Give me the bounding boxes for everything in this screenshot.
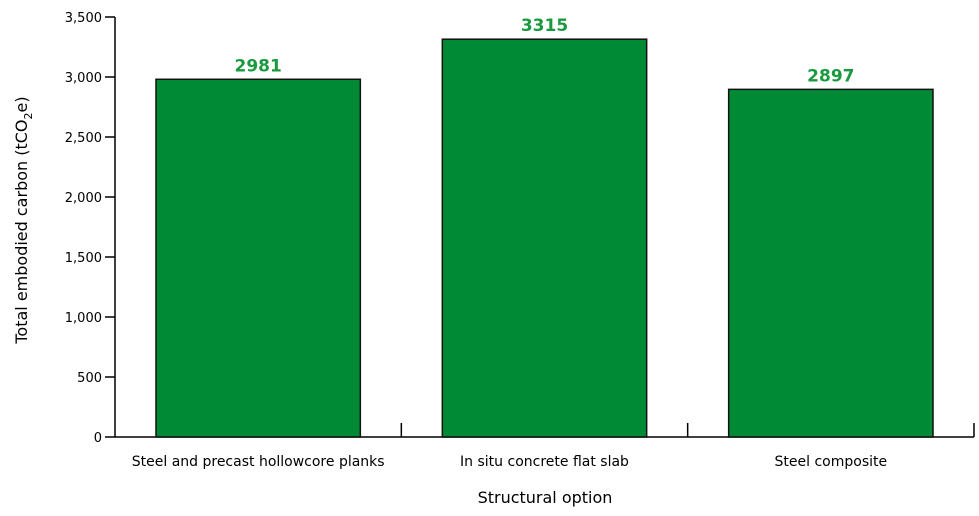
y-tick-label: 1,500 <box>65 251 102 266</box>
y-tick-label: 500 <box>77 371 102 386</box>
x-category-label: In situ concrete flat slab <box>460 454 629 470</box>
x-axis-title: Structural option <box>478 488 613 507</box>
y-tick-label: 2,500 <box>65 131 102 146</box>
x-category-label: Steel and precast hollowcore planks <box>132 454 385 470</box>
y-axis-title: Total embodied carbon (tCO2e) <box>12 96 35 344</box>
bar <box>727 88 934 438</box>
y-tick-label: 3,500 <box>65 11 102 26</box>
y-axis-title-main: Total embodied carbon (tCO <box>12 119 31 344</box>
bar <box>155 78 362 438</box>
y-axis-title-subscript: 2 <box>22 112 35 119</box>
bar-value-label: 3315 <box>521 16 568 36</box>
bar-value-label: 2897 <box>807 66 854 86</box>
y-axis: 0 500 1,000 1,500 2,000 2,500 3,000 3,500 <box>65 11 116 446</box>
y-tick-label: 1,000 <box>65 311 102 326</box>
y-tick-label: 3,000 <box>65 71 102 86</box>
bar <box>441 38 648 438</box>
data-labels: 2981 3315 2897 <box>235 16 855 86</box>
y-axis-title-suffix: e) <box>12 96 31 112</box>
x-category-label: Steel composite <box>775 454 888 470</box>
bar-value-label: 2981 <box>235 56 282 76</box>
y-tick-label: 0 <box>94 431 102 446</box>
bars <box>155 38 934 438</box>
y-tick-label: 2,000 <box>65 191 102 206</box>
